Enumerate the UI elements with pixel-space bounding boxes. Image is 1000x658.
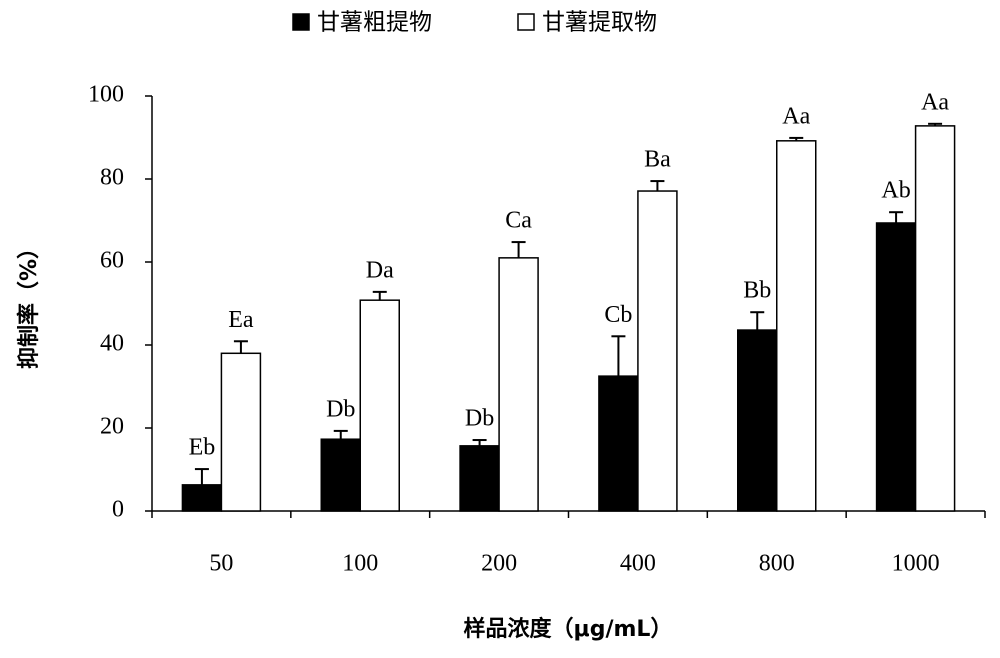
bar-annotation: Ab bbox=[881, 178, 910, 204]
bar-annotation: Ca bbox=[505, 208, 532, 234]
bar bbox=[598, 375, 639, 512]
bar bbox=[737, 329, 778, 512]
bar-annotation: Bb bbox=[743, 278, 771, 304]
bar-annotation: Eb bbox=[189, 435, 216, 461]
legend-swatch bbox=[292, 13, 310, 31]
y-tick-label: 20 bbox=[100, 414, 124, 440]
legend-swatch bbox=[517, 13, 535, 31]
x-tick-label: 200 bbox=[481, 551, 517, 577]
bar bbox=[498, 257, 539, 512]
bar-annotation: Aa bbox=[782, 103, 810, 129]
y-tick-label: 80 bbox=[100, 165, 124, 191]
bar bbox=[320, 438, 361, 512]
x-tick-label: 1000 bbox=[892, 551, 940, 577]
bar-annotation: Ea bbox=[228, 307, 254, 333]
y-tick-label: 40 bbox=[100, 331, 124, 357]
x-axis-label: 样品浓度（μg/mL） bbox=[464, 616, 673, 642]
bar bbox=[875, 222, 917, 512]
x-tick-label: 800 bbox=[759, 551, 795, 577]
bar-annotation: Db bbox=[326, 396, 355, 422]
legend-label: 甘薯粗提物 bbox=[317, 10, 432, 36]
x-tick-label: 100 bbox=[342, 551, 378, 577]
x-tick-label: 50 bbox=[209, 551, 233, 577]
bar bbox=[776, 140, 817, 512]
y-tick-label: 0 bbox=[112, 497, 124, 523]
bar bbox=[637, 190, 678, 512]
bar-annotation: Ba bbox=[644, 147, 671, 173]
bar bbox=[914, 125, 956, 512]
bar-annotation: Db bbox=[465, 406, 494, 432]
y-tick-label: 100 bbox=[88, 82, 124, 108]
bar bbox=[359, 299, 400, 512]
y-tick-label: 60 bbox=[100, 248, 124, 274]
bar-annotation: Da bbox=[366, 257, 394, 283]
bar-annotation: Cb bbox=[604, 302, 632, 328]
y-axis-label: 抑制率（%） bbox=[16, 237, 42, 369]
bar bbox=[220, 352, 262, 512]
bar bbox=[459, 445, 500, 512]
x-tick-label: 400 bbox=[620, 551, 656, 577]
bar-annotation: Aa bbox=[921, 89, 949, 115]
bar bbox=[181, 484, 223, 512]
legend-label: 甘薯提取物 bbox=[542, 10, 657, 36]
